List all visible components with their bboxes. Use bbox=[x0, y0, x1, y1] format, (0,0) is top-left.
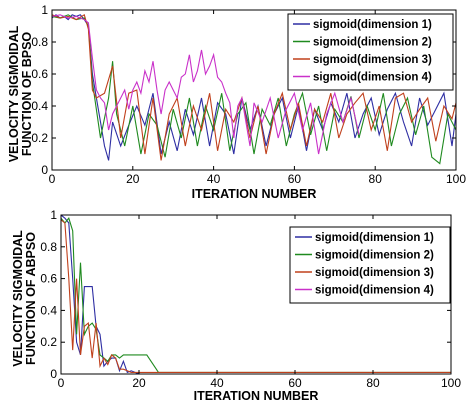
y-axis-label-line: VELOCITY SIGMOIDAL bbox=[11, 230, 25, 367]
chart-top: 0 20 40 60 80 100 0 0.2 0.4 0.6 0.8 1 ITERATION NUMB… bbox=[7, 3, 466, 201]
legend-entry-dimension-3: sigmoid(dimension 3) bbox=[315, 267, 434, 279]
legend-entry-dimension-2: sigmoid(dimension 2) bbox=[313, 37, 432, 49]
y-tick-label: 0.4 bbox=[31, 99, 48, 113]
x-tick-label: 80 bbox=[366, 376, 380, 390]
legend-entry-dimension-4: sigmoid(dimension 4) bbox=[313, 72, 432, 84]
plot-frame bbox=[60, 214, 452, 375]
legend: sigmoid(dimension 1) sigmoid(dimension 2)… bbox=[287, 13, 454, 91]
x-tick-label: 80 bbox=[369, 172, 383, 186]
x-axis-label: ITERATION NUMBER bbox=[192, 187, 317, 201]
series-line-dimension-3 bbox=[52, 13, 456, 161]
legend-entry-dimension-2: sigmoid(dimension 2) bbox=[315, 250, 434, 262]
y-tick-label: 0.2 bbox=[31, 131, 48, 145]
x-tick-label: 40 bbox=[210, 376, 224, 390]
y-tick-label: 0.6 bbox=[31, 67, 48, 81]
x-axis-label: ITERATION NUMBER bbox=[194, 389, 319, 403]
y-tick-label: 1 bbox=[41, 3, 48, 17]
legend: sigmoid(dimension 1) sigmoid(dimension 2)… bbox=[289, 226, 451, 304]
legend-entry-dimension-1: sigmoid(dimension 1) bbox=[313, 19, 432, 31]
y-tick-label: 0.8 bbox=[31, 35, 48, 49]
legend-entry-dimension-4: sigmoid(dimension 4) bbox=[315, 285, 434, 297]
y-tick-label: 0.6 bbox=[40, 272, 57, 286]
x-tick-label: 60 bbox=[288, 172, 302, 186]
y-tick-label: 0.4 bbox=[40, 303, 57, 317]
x-tick-label: 0 bbox=[58, 376, 65, 390]
y-tick-label: 1 bbox=[50, 208, 57, 222]
x-tick-label: 20 bbox=[132, 376, 146, 390]
plot-frame bbox=[51, 9, 457, 171]
y-axis-label-line: FUNCTION OF ABPSO bbox=[24, 232, 38, 365]
x-tick-label: 100 bbox=[441, 376, 461, 390]
x-tick-label: 40 bbox=[207, 172, 221, 186]
chart-bottom: 0 20 40 60 80 100 0 0.2 0.4 0.6 0.8 1 ITERATION NUMB… bbox=[11, 208, 461, 403]
y-axis-label-line: VELOCITY SIGMOIDAL bbox=[7, 25, 21, 162]
series-line-dimension-3 bbox=[61, 219, 451, 373]
y-tick-label: 0.2 bbox=[40, 335, 57, 349]
legend-entry-dimension-1: sigmoid(dimension 1) bbox=[315, 232, 434, 244]
x-tick-label: 60 bbox=[288, 376, 302, 390]
x-tick-label: 0 bbox=[49, 172, 56, 186]
x-tick-label: 100 bbox=[446, 172, 466, 186]
y-tick-label: 0 bbox=[50, 367, 57, 381]
y-tick-label: 0 bbox=[41, 163, 48, 177]
x-tick-label: 20 bbox=[126, 172, 140, 186]
series-line-dimension-2 bbox=[52, 14, 456, 165]
y-tick-label: 0.8 bbox=[40, 240, 57, 254]
legend-box bbox=[289, 226, 451, 304]
y-axis-label-line: FUNCTION OF BPSO bbox=[20, 32, 34, 157]
legend-box bbox=[287, 13, 454, 91]
series-line-dimension-4 bbox=[52, 14, 360, 155]
legend-entry-dimension-3: sigmoid(dimension 3) bbox=[313, 54, 432, 66]
